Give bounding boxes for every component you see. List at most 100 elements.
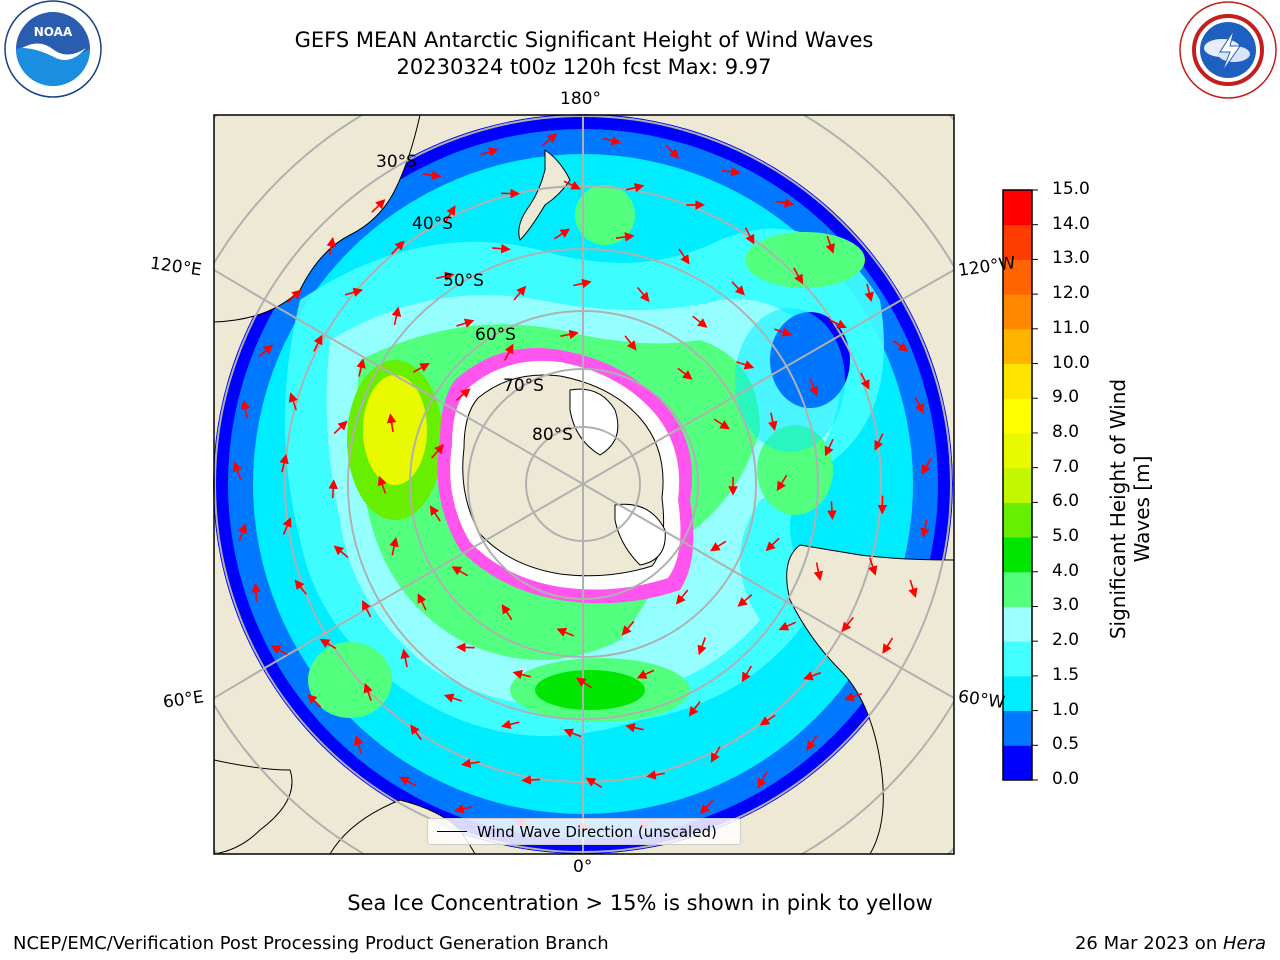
graticule	[214, 114, 952, 854]
wave-direction-arrow	[860, 372, 870, 390]
colorbar-tick-label: 5.0	[1052, 526, 1080, 547]
wave-direction-arrow	[431, 443, 445, 459]
wave-direction-arrow	[844, 692, 863, 702]
legend-label: Wind Wave Direction (unscaled)	[477, 823, 717, 841]
wave-direction-arrow	[646, 770, 665, 780]
wave-direction-arrow	[757, 771, 768, 789]
wave-direction-arrow	[621, 620, 635, 636]
colorbar-segment	[1003, 294, 1032, 330]
wave-direction-arrow	[874, 433, 884, 451]
wave-direction-arrow	[697, 637, 707, 656]
colorbar-segment	[1003, 432, 1032, 469]
colorbar-segment	[1003, 363, 1032, 399]
wave-direction-arrow	[455, 388, 471, 401]
wave-direction-arrow	[813, 562, 824, 581]
wave-direction-arrow	[237, 523, 247, 542]
wave-direction-arrow	[768, 412, 778, 432]
wave-direction-arrow	[825, 235, 835, 254]
wave-direction-arrow	[363, 682, 373, 701]
colorbar-tick-label: 11.0	[1052, 317, 1090, 338]
wave-direction-arrow	[731, 281, 745, 296]
wave-direction-arrow	[556, 627, 575, 637]
wave-direction-arrow	[636, 669, 655, 679]
wave-direction-arrow	[326, 236, 336, 256]
wave-direction-arrow	[377, 475, 387, 494]
sea-ice-footnote: Sea Ice Concentration > 15% is shown in …	[347, 891, 933, 915]
wave-direction-arrow	[362, 600, 372, 618]
wave-direction-arrow	[678, 248, 690, 265]
lon-label-0: 0°	[573, 857, 593, 877]
wave-direction-arrow	[563, 180, 581, 190]
colorbar-segment	[1003, 224, 1032, 260]
wave-direction-arrow	[920, 519, 930, 538]
wave-direction-arrow	[793, 267, 804, 285]
colorbar-tick-label: 2.0	[1052, 630, 1080, 651]
wave-direction-arrow	[371, 199, 386, 213]
wave-direction-arrow	[615, 232, 635, 242]
wave-direction-arrow	[602, 135, 622, 146]
wave-direction-arrow	[713, 418, 730, 430]
wave-direction-arrow	[501, 719, 520, 730]
wave-direction-arrow	[710, 540, 727, 552]
wave-direction-arrow	[429, 505, 441, 522]
wave-direction-arrow	[829, 319, 847, 329]
colorbar-tick-label: 1.5	[1052, 664, 1080, 685]
wave-direction-arrow	[560, 329, 579, 340]
wave-direction-arrow	[258, 344, 274, 358]
wave-direction-arrow	[410, 724, 422, 741]
wave-direction-arrow	[391, 306, 402, 326]
colorbar-tick-label: 0.0	[1052, 769, 1080, 789]
wave-direction-arrow	[461, 758, 480, 769]
colorbar-segment	[1003, 675, 1032, 712]
wave-direction-arrow	[625, 182, 645, 193]
wave-direction-arrow	[422, 170, 442, 181]
wave-direction-arrow	[287, 289, 302, 303]
continents	[214, 115, 954, 854]
wave-direction-arrow	[492, 243, 511, 254]
wave-direction-arrows	[232, 133, 932, 834]
colorbar-segment	[1003, 190, 1032, 226]
colorbar-tick-label: 8.0	[1052, 421, 1080, 442]
wave-direction-arrow	[741, 665, 752, 683]
credit-date: 26 Mar 2023 on Hera	[1075, 933, 1266, 954]
wave-direction-arrow	[319, 638, 337, 650]
colorbar-segment	[1003, 398, 1032, 434]
wave-direction-arrow	[270, 645, 288, 656]
wave-direction-arrow	[892, 339, 909, 352]
wave-direction-arrow	[921, 458, 932, 475]
map-frame	[213, 114, 955, 855]
wave-direction-arrow	[553, 228, 571, 240]
wave-direction-arrow	[307, 694, 322, 708]
map-legend: Wind Wave Direction (unscaled)	[427, 818, 741, 845]
wave-direction-arrow	[445, 205, 456, 222]
credit-branch: NCEP/EMC/Verification Post Processing Pr…	[13, 933, 609, 954]
colorbar-segment	[1003, 641, 1032, 677]
map-subtitle: 20230324 t00z 120h fcst Max: 9.97	[396, 55, 772, 79]
wave-direction-arrow	[914, 396, 924, 414]
wave-direction-arrow	[563, 728, 582, 738]
lat-label-70s: 70°S	[503, 376, 544, 396]
wave-direction-arrow	[480, 147, 499, 157]
antarctica-landmass	[437, 348, 694, 604]
wave-direction-arrow	[344, 287, 364, 297]
wave-direction-arrow	[864, 283, 874, 303]
wave-direction-arrow	[692, 315, 708, 328]
wave-direction-arrow	[513, 285, 527, 301]
wave-direction-arrow	[251, 582, 261, 602]
wave-direction-arrow	[736, 360, 755, 370]
colorbar-tick-label: 9.0	[1052, 387, 1080, 408]
wave-direction-arrow	[386, 413, 397, 432]
wave-direction-arrow	[413, 363, 430, 373]
wave-direction-arrow	[806, 734, 818, 751]
wave-direction-arrow	[436, 271, 455, 281]
colorbar-segment	[1003, 467, 1032, 503]
wave-direction-arrow	[585, 777, 603, 789]
wave-direction-arrow	[868, 557, 878, 576]
wave-direction-arrow	[841, 616, 854, 633]
wave-direction-arrow	[710, 746, 721, 763]
colorbar-tick-label: 12.0	[1052, 283, 1090, 304]
wave-direction-arrow	[456, 318, 475, 328]
lat-label-40s: 40°S	[412, 214, 453, 234]
wave-direction-arrow	[542, 133, 558, 146]
